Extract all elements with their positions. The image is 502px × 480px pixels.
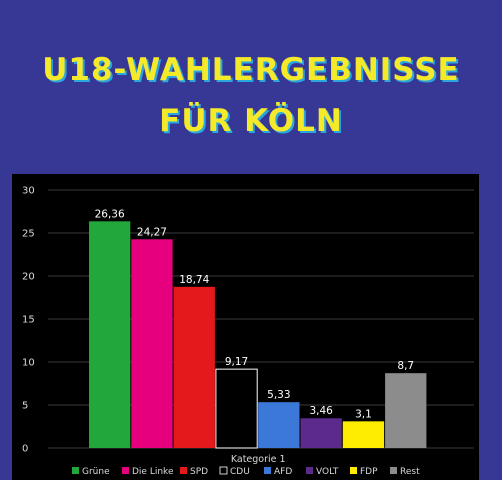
y-tick-label: 30 <box>22 186 35 197</box>
legend-swatch <box>390 467 397 474</box>
bar-rest <box>385 373 427 448</box>
data-label: 8,7 <box>397 360 414 372</box>
legend-label: Die Linke <box>132 467 174 477</box>
page-title-line2: FÜR KÖLN <box>159 103 343 139</box>
y-tick-label: 25 <box>22 229 35 240</box>
bar-volt <box>300 418 342 448</box>
legend-swatch <box>180 467 187 474</box>
data-label: 26,36 <box>95 208 125 220</box>
bar-spd <box>173 286 215 448</box>
bar-cdu <box>215 368 258 449</box>
legend-label: Rest <box>400 467 420 477</box>
data-label: 9,17 <box>225 356 248 368</box>
data-label: 5,33 <box>267 389 290 401</box>
bar-grüne <box>89 221 131 448</box>
legend-label: AFD <box>274 467 292 477</box>
page-title-line1: U18-WAHLERGEBNISSE <box>42 52 460 88</box>
bar-die-linke <box>131 239 173 448</box>
y-tick-label: 0 <box>22 444 28 455</box>
y-tick-label: 20 <box>22 272 35 283</box>
legend-swatch <box>350 467 357 474</box>
legend-swatch <box>306 467 313 474</box>
bar-chart-svg: 0 5 10 15 20 25 30 26,36 24,27 18,74 9,17 5,33 3,46 3… <box>22 186 474 477</box>
legend-swatch <box>264 467 271 474</box>
bar-chart: 0 5 10 15 20 25 30 26,36 24,27 18,74 9,17 5,33 3,46 3… <box>12 174 479 480</box>
x-category-label: Kategorie 1 <box>231 454 286 465</box>
legend-swatch <box>122 467 129 474</box>
data-label: 3,1 <box>355 408 372 420</box>
y-tick-label: 15 <box>22 315 35 326</box>
legend-swatch <box>72 467 79 474</box>
legend-label: SPD <box>190 467 208 477</box>
bar-fdp <box>342 421 385 448</box>
legend-label: CDU <box>230 467 250 477</box>
legend-label: VOLT <box>316 467 339 477</box>
bar-afd <box>258 402 300 448</box>
y-tick-label: 5 <box>22 401 28 412</box>
legend-label: FDP <box>360 467 378 477</box>
data-label: 3,46 <box>309 405 333 417</box>
y-tick-label: 10 <box>22 358 35 369</box>
data-label: 18,74 <box>179 274 209 286</box>
legend-label: Grüne <box>82 467 110 477</box>
legend-swatch <box>219 466 228 475</box>
data-label: 24,27 <box>137 226 167 238</box>
